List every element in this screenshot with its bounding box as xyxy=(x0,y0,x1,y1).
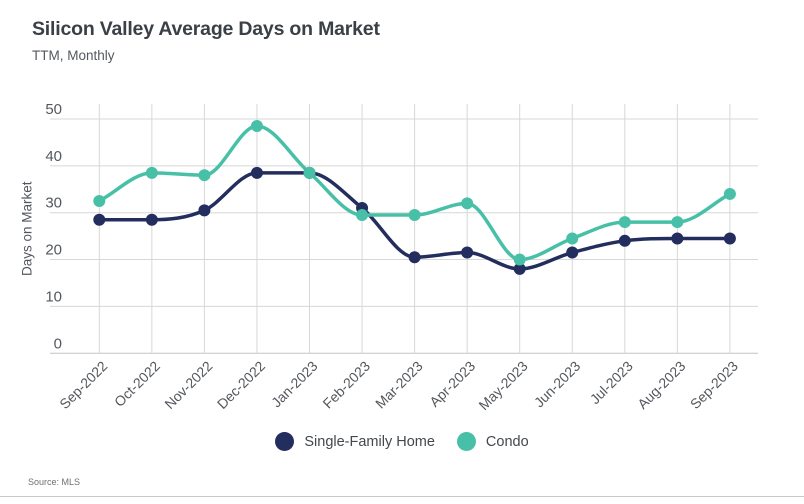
data-point xyxy=(461,246,474,259)
data-point xyxy=(408,251,421,264)
svg-text:Jun-2023: Jun-2023 xyxy=(531,358,584,411)
data-point xyxy=(566,246,579,259)
data-point xyxy=(145,166,158,179)
legend-label: Condo xyxy=(485,433,529,450)
gridlines xyxy=(50,104,758,354)
svg-text:Oct-2022: Oct-2022 xyxy=(111,358,163,410)
svg-text:Mar-2023: Mar-2023 xyxy=(372,358,426,412)
svg-text:20: 20 xyxy=(45,242,62,259)
chart-subtitle: TTM, Monthly xyxy=(32,48,115,63)
condo-points xyxy=(93,119,736,266)
data-point xyxy=(145,213,158,226)
data-point xyxy=(618,216,631,229)
svg-text:Sep-2023: Sep-2023 xyxy=(687,358,741,412)
chart-title: Silicon Valley Average Days on Market xyxy=(32,18,380,40)
svg-text:50: 50 xyxy=(45,101,62,118)
single-family-home-points xyxy=(93,166,736,275)
data-point xyxy=(198,204,211,217)
data-point xyxy=(723,187,736,200)
data-point xyxy=(356,209,369,222)
legend-item-single-family: Single-Family Home xyxy=(275,432,435,451)
data-point xyxy=(303,166,316,179)
svg-text:Sep-2022: Sep-2022 xyxy=(56,358,110,412)
y-tick-labels: 0 10 20 30 40 50 xyxy=(45,101,62,352)
legend-label: Single-Family Home xyxy=(304,433,435,450)
data-point xyxy=(513,262,526,275)
data-point xyxy=(461,197,474,210)
chart-legend: Single-Family Home Condo xyxy=(0,432,804,451)
svg-text:Jul-2023: Jul-2023 xyxy=(587,358,636,407)
data-point xyxy=(671,232,684,245)
svg-text:Apr-2023: Apr-2023 xyxy=(426,358,478,410)
svg-text:30: 30 xyxy=(45,195,62,212)
legend-item-condo: Condo xyxy=(456,432,529,451)
data-point xyxy=(250,119,263,132)
svg-text:May-2023: May-2023 xyxy=(475,358,530,413)
data-point xyxy=(618,234,631,247)
data-point xyxy=(198,169,211,182)
svg-text:Jan-2023: Jan-2023 xyxy=(268,358,321,411)
source-note: Source: MLS xyxy=(28,477,81,487)
data-point xyxy=(408,209,421,222)
svg-text:Nov-2022: Nov-2022 xyxy=(161,358,215,412)
data-point xyxy=(250,166,263,179)
bottom-divider xyxy=(0,496,804,497)
svg-text:Dec-2022: Dec-2022 xyxy=(214,358,268,412)
svg-text:40: 40 xyxy=(45,148,62,165)
svg-text:0: 0 xyxy=(54,335,62,352)
svg-text:10: 10 xyxy=(45,288,62,305)
svg-text:Aug-2023: Aug-2023 xyxy=(634,358,688,412)
data-point xyxy=(671,216,684,229)
data-point xyxy=(566,232,579,245)
data-point xyxy=(93,194,106,207)
data-point xyxy=(723,232,736,245)
svg-text:Feb-2023: Feb-2023 xyxy=(319,358,373,412)
data-point xyxy=(93,213,106,226)
condo-swatch-icon xyxy=(456,432,476,451)
single-family-swatch-icon xyxy=(275,432,295,451)
data-point xyxy=(513,253,526,266)
